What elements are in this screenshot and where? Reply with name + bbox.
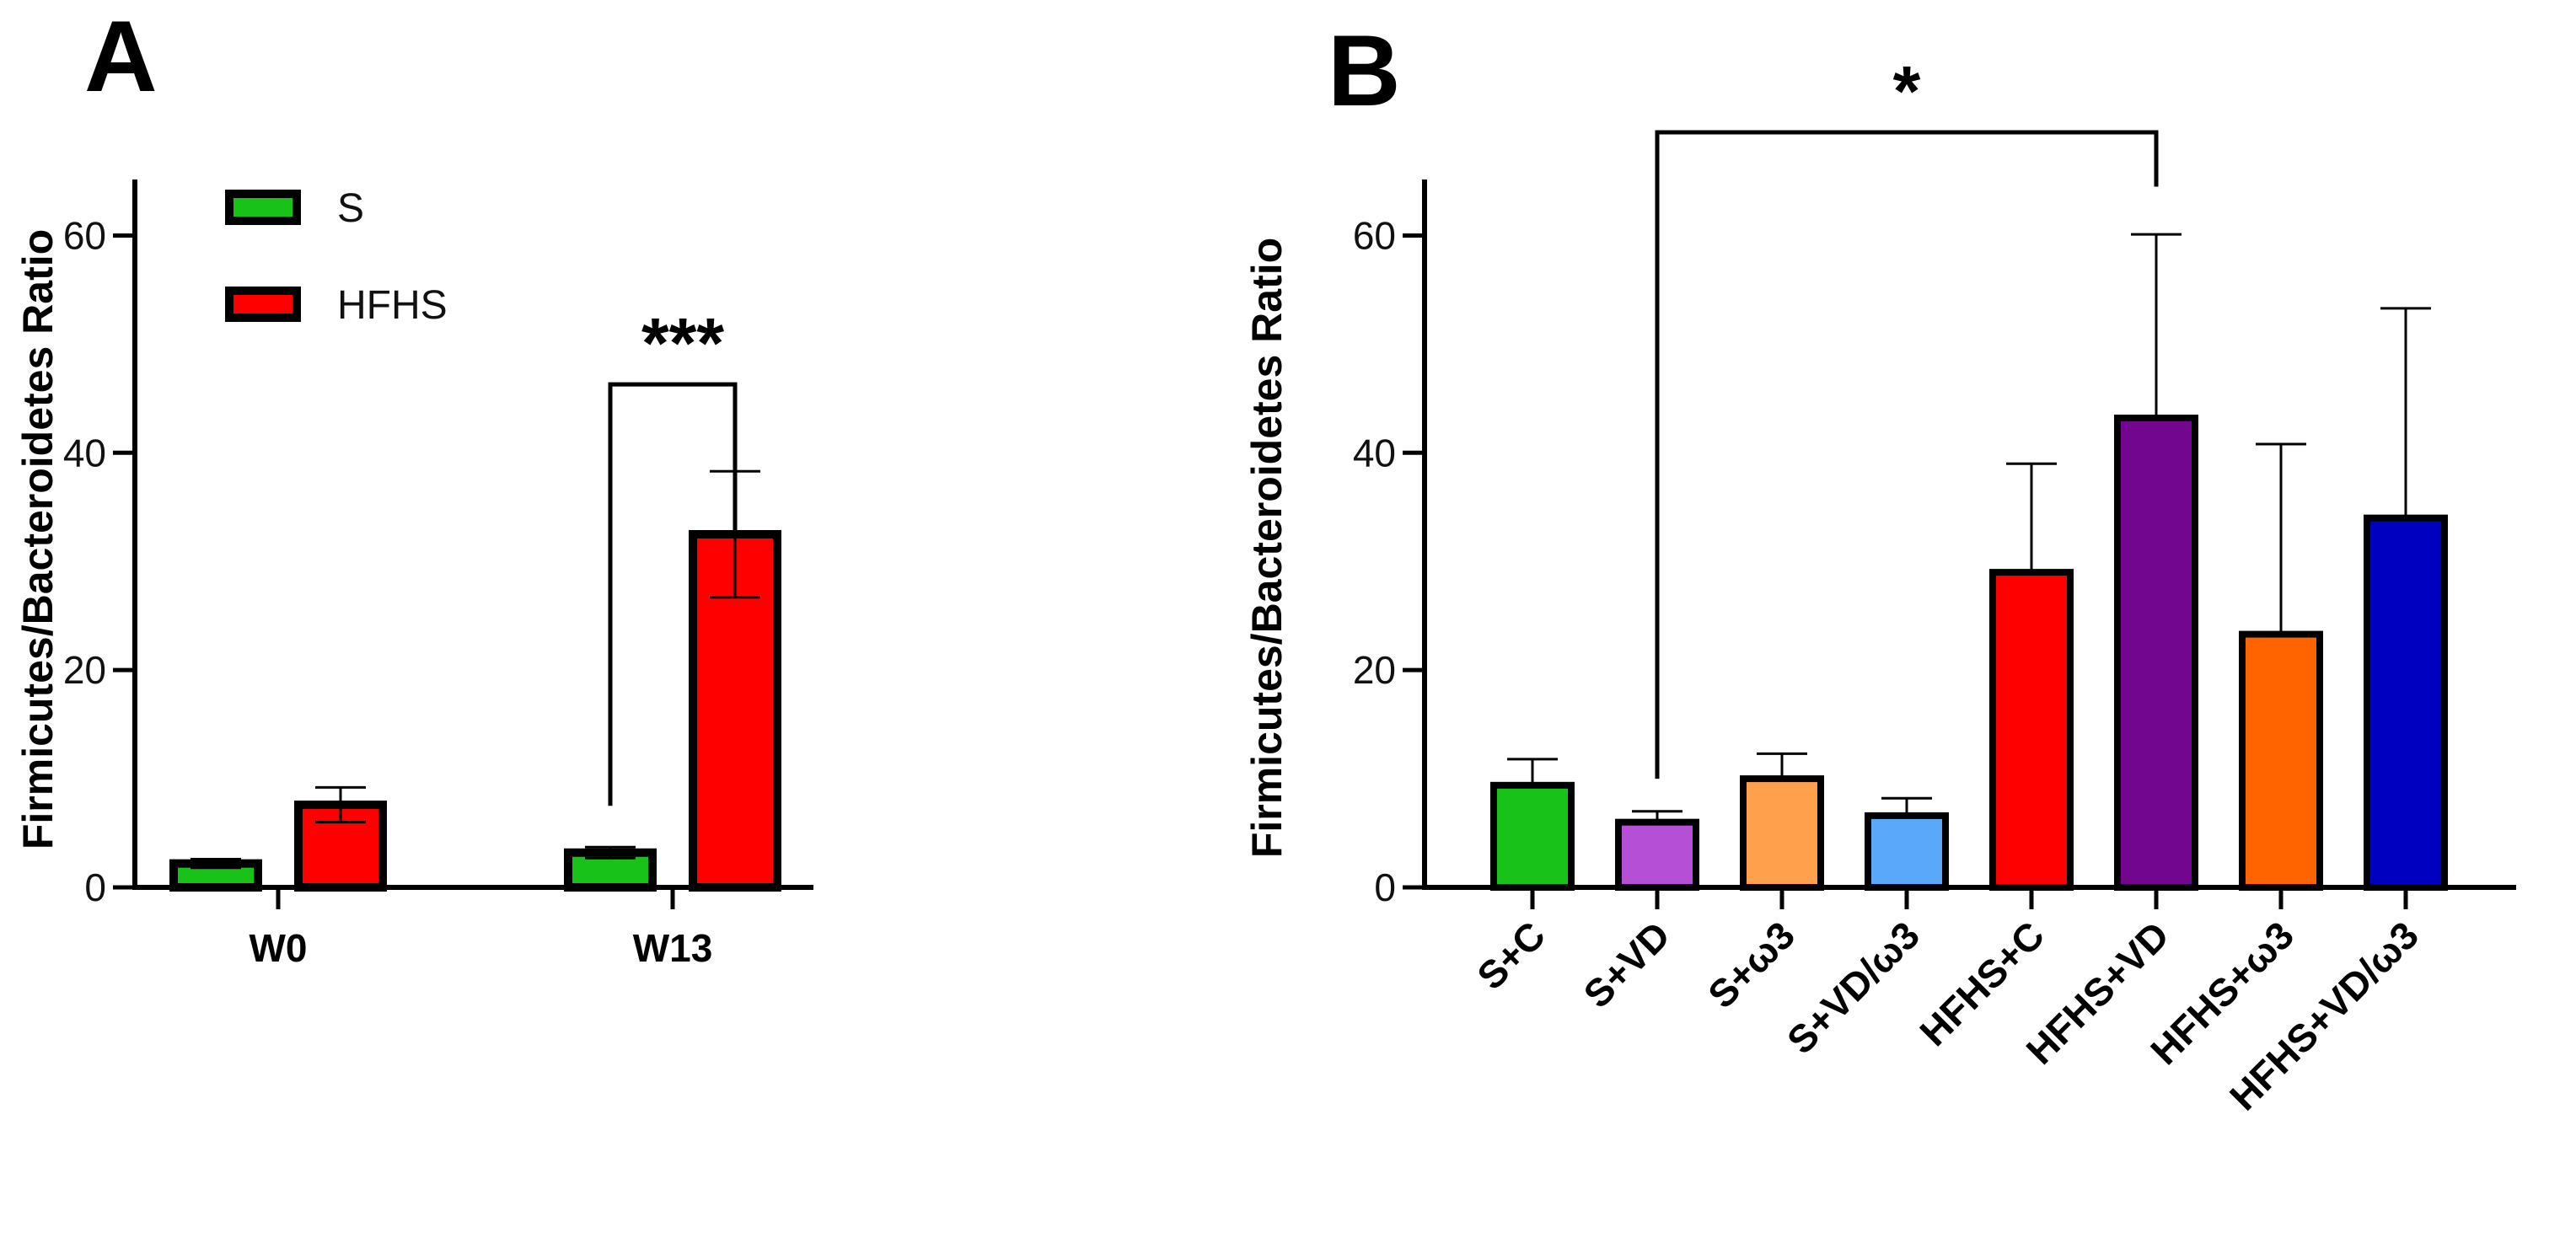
a-xtick-label-w0: W0 (250, 926, 308, 970)
a-ytick-label-0: 0 (84, 865, 106, 909)
b-ytick-label-20: 20 (1353, 648, 1396, 692)
a-significance-bracket (608, 382, 738, 806)
chart-panel-b: 0 20 40 60 Firmicutes/Bacteroidetes Ratio S+C… (1243, 51, 2516, 1118)
panel-label-a: A (84, 0, 158, 113)
b-bar-s-vd-ω3 (1865, 812, 1949, 891)
b-ytick-label-60: 60 (1353, 213, 1396, 257)
b-xtick-label-s-ω3: S+ω3 (1699, 913, 1803, 1016)
a-legend-label-hfhs: HFHS (337, 283, 448, 328)
a-legend-swatch-s (225, 190, 301, 225)
a-legend-swatch-hfhs (225, 287, 301, 322)
a-ytick-label-60: 60 (63, 213, 106, 257)
b-xtick-label-s-c: S+C (1468, 913, 1554, 998)
b-bar-hfhs-vd (2114, 415, 2198, 891)
a-ylabel: Firmicutes/Bacteroidetes Ratio (14, 229, 62, 849)
a-ytick-label-40: 40 (63, 431, 106, 474)
a-legend-label-s: S (337, 186, 364, 231)
a-significance-stars: *** (641, 303, 724, 383)
panel-label-b: B (1328, 14, 1401, 127)
b-bar-hfhs-vd-ω3 (2364, 514, 2448, 892)
a-ytick-label-20: 20 (63, 648, 106, 692)
b-xtick-label-s-vd: S+VD (1575, 913, 1678, 1016)
b-ytick-label-40: 40 (1353, 431, 1396, 474)
b-bar-s-vd (1615, 818, 1699, 892)
b-bar-hfhs-ω3 (2239, 630, 2323, 892)
a-xtick-label-w13: W13 (633, 926, 713, 970)
b-bar-s-ω3 (1740, 775, 1824, 891)
b-xtick-label-s-vd-ω3: S+VD/ω3 (1779, 913, 1928, 1062)
b-bar-s-c (1490, 781, 1575, 892)
b-ylabel: Firmicutes/Bacteroidetes Ratio (1243, 238, 1291, 858)
b-significance-bracket (1655, 130, 2159, 780)
b-bar-hfhs-c (1989, 569, 2074, 891)
b-significance-star: * (1893, 51, 1921, 131)
b-ytick-label-0: 0 (1374, 865, 1396, 909)
